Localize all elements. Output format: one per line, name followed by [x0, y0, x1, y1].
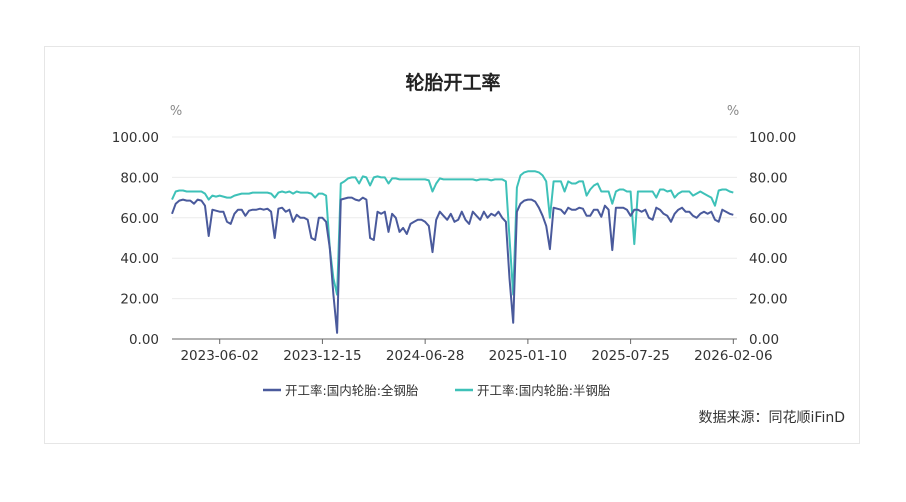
x-axis-ticks: 2023-06-02 2023-12-15 2024-06-28 2025-01-10…	[180, 339, 773, 364]
x-tick-label: 2024-06-28	[386, 348, 464, 364]
y-unit-left: %	[170, 104, 182, 119]
legend-label: 开工率:国内轮胎:全钢胎	[285, 383, 419, 398]
y-axis-ticks: 100.00 100.00 80.00 80.00 60.00 60.00 40.00 40.…	[112, 130, 797, 348]
y-tick-label-right: 0.00	[749, 332, 779, 348]
y-tick-label-right: 60.00	[749, 211, 788, 227]
x-tick-label: 2026-02-06	[694, 348, 772, 364]
series-lines	[171, 170, 734, 334]
y-unit-right: %	[727, 104, 739, 119]
source-note: 数据来源：同花顺iFinD	[699, 410, 845, 426]
x-tick-label: 2025-07-25	[591, 348, 669, 364]
grid-lines	[172, 136, 737, 300]
y-tick-label-left: 80.00	[120, 170, 159, 186]
y-tick-label-left: 100.00	[112, 130, 159, 146]
series-line-1	[171, 196, 734, 334]
y-tick-label-left: 0.00	[129, 332, 159, 348]
x-tick-label: 2023-12-15	[283, 348, 361, 364]
legend: 开工率:国内轮胎:全钢胎 开工率:国内轮胎:半钢胎	[263, 383, 611, 398]
x-tick-label: 2025-01-10	[489, 348, 567, 364]
chart-title: 轮胎开工率	[405, 71, 500, 94]
y-tick-label-left: 40.00	[120, 251, 159, 267]
y-tick-label-left: 60.00	[120, 211, 159, 227]
y-tick-label-right: 80.00	[749, 170, 788, 186]
y-tick-label-right: 40.00	[749, 251, 788, 267]
series-line-2	[171, 170, 734, 296]
y-tick-label-right: 100.00	[749, 130, 796, 146]
chart-card: 轮胎开工率 % % 100.00 100.00 80.00 80.00 60.00 60.…	[44, 46, 860, 444]
y-tick-label-right: 20.00	[749, 292, 788, 308]
y-tick-label-left: 20.00	[120, 292, 159, 308]
legend-label: 开工率:国内轮胎:半钢胎	[477, 383, 611, 398]
x-tick-label: 2023-06-02	[180, 348, 258, 364]
line-chart: 轮胎开工率 % % 100.00 100.00 80.00 80.00 60.00 60.…	[112, 71, 845, 426]
